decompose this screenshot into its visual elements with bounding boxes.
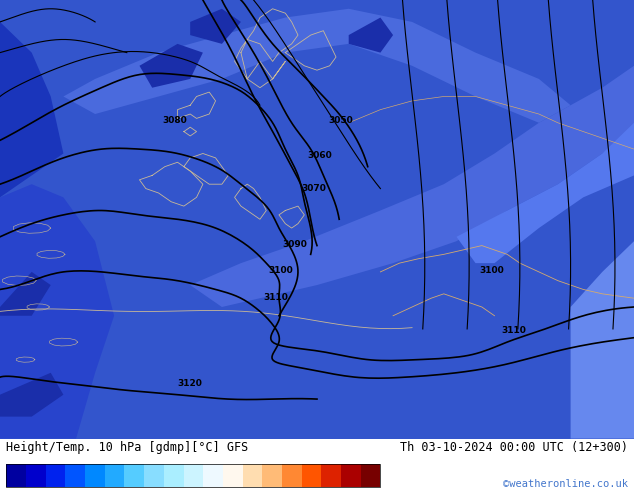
Bar (124, 465, 144, 488)
PathPatch shape (0, 184, 114, 439)
PathPatch shape (0, 272, 51, 316)
Text: 3100: 3100 (268, 266, 294, 275)
Bar (65, 465, 85, 488)
PathPatch shape (190, 9, 241, 44)
PathPatch shape (571, 241, 634, 439)
Text: 3060: 3060 (307, 151, 333, 160)
Bar (144, 465, 164, 488)
Text: 3120: 3120 (178, 379, 203, 388)
Text: ©weatheronline.co.uk: ©weatheronline.co.uk (503, 479, 628, 489)
Bar (223, 465, 243, 488)
Bar (105, 465, 124, 488)
PathPatch shape (63, 9, 571, 123)
Text: Th 03-10-2024 00:00 UTC (12+300): Th 03-10-2024 00:00 UTC (12+300) (399, 441, 628, 454)
PathPatch shape (139, 44, 203, 88)
Text: 3070: 3070 (301, 184, 327, 193)
Bar (302, 465, 321, 488)
Bar (282, 465, 302, 488)
PathPatch shape (456, 123, 634, 263)
Text: 3050: 3050 (328, 116, 354, 125)
Bar (164, 465, 183, 488)
Bar (6, 465, 26, 488)
Bar (321, 465, 341, 488)
Text: Height/Temp. 10 hPa [gdmp][°C] GFS: Height/Temp. 10 hPa [gdmp][°C] GFS (6, 441, 249, 454)
Bar (85, 465, 105, 488)
Text: 3100: 3100 (479, 266, 504, 275)
Bar (183, 465, 204, 488)
Bar (204, 465, 223, 488)
PathPatch shape (0, 373, 63, 416)
Text: 3110: 3110 (263, 294, 288, 302)
Bar (26, 465, 46, 488)
PathPatch shape (190, 66, 634, 307)
Bar (361, 465, 380, 488)
PathPatch shape (349, 18, 393, 52)
Bar (46, 465, 65, 488)
Bar (243, 465, 262, 488)
Text: 3090: 3090 (282, 240, 307, 249)
PathPatch shape (0, 0, 63, 197)
Bar (341, 465, 361, 488)
Text: 3080: 3080 (162, 116, 187, 125)
Bar (6, 465, 380, 488)
Text: 3110: 3110 (501, 326, 526, 335)
Bar (262, 465, 282, 488)
